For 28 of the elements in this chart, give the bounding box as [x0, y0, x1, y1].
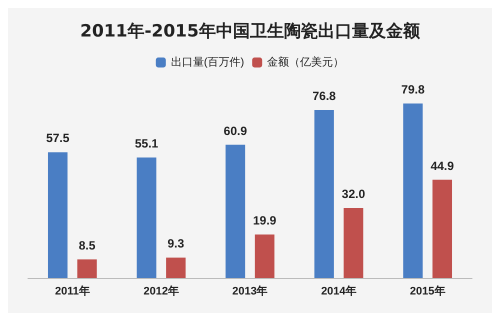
legend-label: 金额（亿美元） [267, 56, 344, 68]
data-label: 55.1 [134, 136, 159, 150]
bar [403, 103, 423, 278]
x-tick-label: 2014年 [321, 284, 357, 298]
bar [136, 157, 156, 278]
data-label: 76.8 [312, 89, 336, 103]
bar [254, 234, 274, 278]
legend-label: 出口量(百万件) [170, 56, 244, 68]
data-label: 44.9 [430, 158, 454, 173]
bar [226, 144, 246, 278]
data-label: 9.3 [168, 236, 185, 251]
data-label: 57.5 [46, 131, 70, 146]
data-label: 19.9 [252, 213, 277, 228]
x-tick-label: 2011年 [54, 284, 90, 298]
chart-title: 2011年-2015年中国卫生陶瓷出口量及金额 [80, 22, 421, 42]
data-label: 8.5 [78, 238, 96, 252]
x-tick-label: 2013年 [232, 284, 268, 298]
data-label: 60.9 [224, 124, 248, 138]
bar [48, 152, 68, 278]
bar [77, 259, 97, 278]
bar [166, 258, 186, 278]
data-label: 32.0 [342, 187, 366, 201]
data-label: 79.8 [401, 82, 425, 96]
bar [432, 180, 452, 278]
bar [314, 110, 334, 278]
bar [344, 208, 364, 278]
x-tick-label: 2012年 [143, 284, 179, 298]
x-tick-label: 2015年 [410, 284, 446, 298]
